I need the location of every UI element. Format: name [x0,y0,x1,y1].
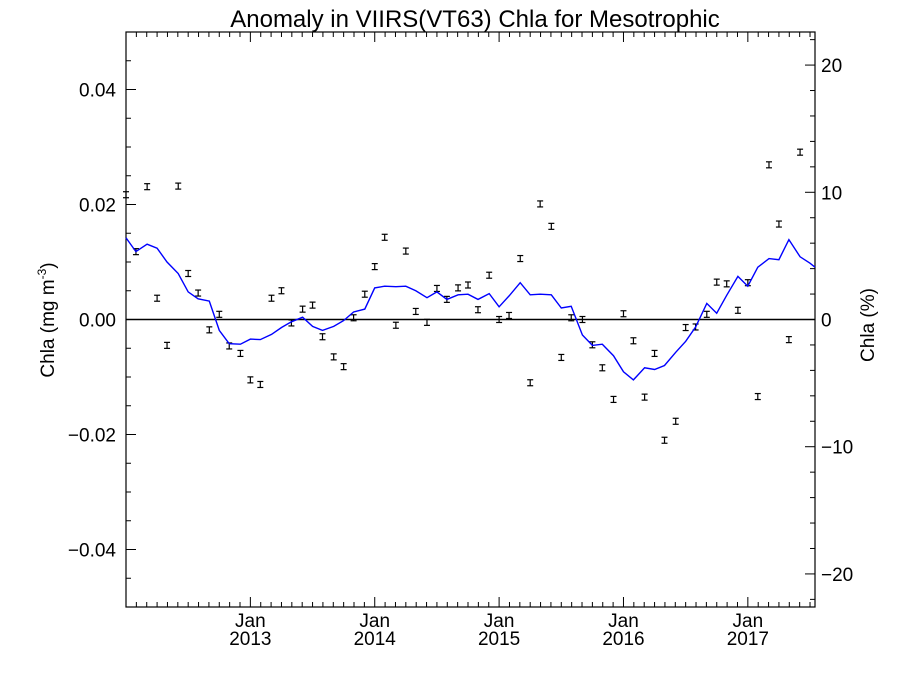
x-tick-month-label: Jan [733,611,764,632]
anomaly-point [765,161,772,169]
anomaly-point [144,183,151,191]
anomaly-point [723,280,730,288]
anomaly-point [350,314,357,322]
anomaly-point [154,294,161,302]
y-tick-label: −0.02 [68,426,116,447]
anomaly-point [474,306,481,314]
y2-tick-label: 10 [821,183,842,204]
anomaly-point [123,191,129,199]
anomaly-point [309,301,316,309]
anomaly-point [185,269,192,278]
x-tick-month-label: Jan [235,611,266,632]
anomaly-point [527,379,534,387]
anomaly-point [548,222,555,230]
anomaly-point [517,254,524,263]
anomaly-point [412,307,419,316]
anomaly-point [361,290,368,298]
anomaly-point [797,148,804,156]
y2-tick-label: −20 [821,565,853,586]
x-tick-year-label: 2014 [354,629,397,650]
anomaly-point [558,353,565,362]
anomaly-point [754,392,761,401]
anomaly-point [682,323,689,332]
anomaly-point [713,278,720,286]
anomaly-point [620,310,627,318]
anomaly-point [672,417,679,425]
anomaly-point [237,349,244,358]
anomaly-point [734,306,741,314]
anomaly-point [216,310,223,318]
running-mean-line [125,237,816,381]
anomaly-point [195,289,202,297]
anomaly-point [340,363,347,371]
x-tick-year-label: 2013 [229,629,271,650]
anomaly-point [433,284,440,293]
anomaly-point [392,321,399,329]
y-axis-label: Chla (mg m-3) [35,262,59,377]
anomaly-points [123,148,804,444]
anomaly-point [381,233,388,241]
y-axis-right: −20 −10 0 10 20 [805,39,853,600]
anomaly-point [496,315,503,324]
chart-title: Anomaly in VIIRS(VT63) Chla for Mesotrop… [230,6,720,33]
x-tick-year-label: 2016 [602,629,644,650]
anomaly-point [278,287,285,295]
y-axis-left: −0.04 −0.02 0.00 0.02 0.04 [68,31,136,608]
x-tick-year-label: 2017 [727,629,769,650]
anomaly-point [775,220,782,228]
anomaly-point [455,284,462,292]
anomaly-point [175,182,182,190]
anomaly-point [537,200,544,208]
anomaly-point [268,294,275,302]
y-tick-label: 0.00 [79,311,116,332]
anomaly-point [651,349,658,358]
anomaly-point [330,353,337,361]
anomaly-point [703,310,710,318]
x-tick-month-label: Jan [359,611,390,632]
anomaly-point [661,436,668,444]
anomaly-point [486,271,493,279]
anomaly-point [257,380,264,389]
anomaly-point [299,305,306,313]
anomaly-point [423,318,430,326]
anomaly-point [164,341,171,349]
x-tick-year-label: 2015 [478,629,520,650]
anomaly-point [371,263,378,271]
x-tick-month-label: Jan [484,611,515,632]
x-tick-month-label: Jan [608,611,639,632]
anomaly-point [506,311,513,320]
y2-tick-label: 20 [821,56,842,77]
y-tick-label: −0.04 [68,541,117,562]
anomaly-point [630,337,637,345]
anomaly-point [641,393,648,401]
anomaly-point [319,333,326,341]
y2-tick-label: −10 [821,438,853,459]
y2-axis-label: Chla (%) [858,288,879,362]
anomaly-point [465,281,472,289]
anomaly-point [599,364,606,372]
anomaly-point [785,336,792,344]
anomaly-point [610,395,617,404]
anomaly-point [206,326,213,334]
anomaly-point [247,376,254,384]
anomaly-point [288,319,295,327]
anomaly-point [579,315,586,324]
anomaly-point [402,247,409,255]
y2-tick-label: 0 [821,311,832,332]
y-tick-label: 0.04 [79,81,116,102]
y-tick-label: 0.02 [79,196,116,217]
anomaly-point [568,314,575,322]
